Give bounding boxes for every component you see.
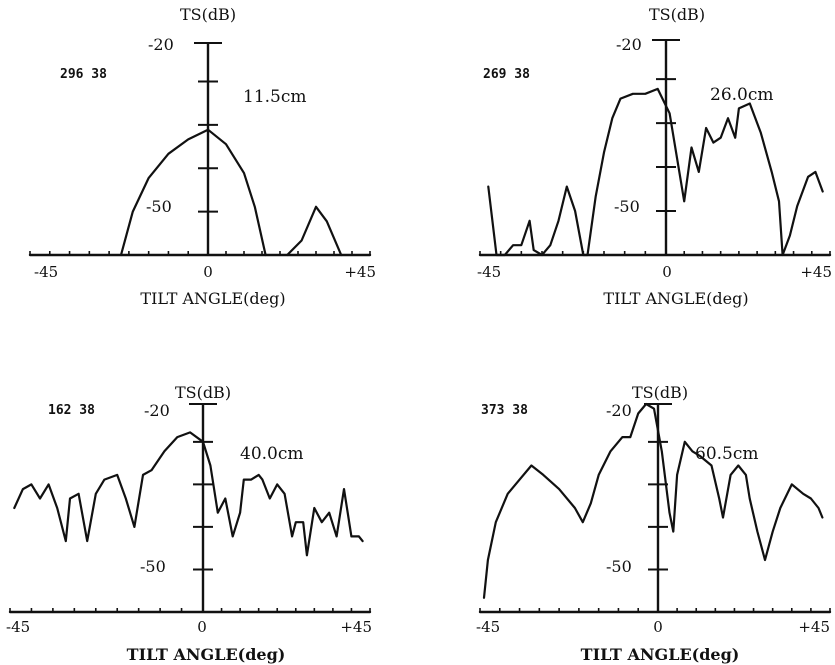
x-tick-label-center: 0 xyxy=(203,263,213,281)
ts-curve-line xyxy=(482,402,824,599)
size-label: 11.5cm xyxy=(243,87,307,107)
y-axis-label: TS(dB) xyxy=(649,5,705,24)
code-label: 373 38 xyxy=(481,403,528,418)
code-label: 296 38 xyxy=(60,67,107,82)
y-tick-label-top: -20 xyxy=(606,401,632,420)
x-tick-label-left: -45 xyxy=(477,263,501,281)
y-axis-label: TS(dB) xyxy=(632,383,688,402)
y-tick-label-mid: -50 xyxy=(140,557,166,576)
ts-curve-line xyxy=(487,87,824,257)
y-axis-label: TS(dB) xyxy=(175,383,231,402)
panel-top-right: 269 38 TS(dB) -20 -50 26.0cm -45 0 +45 T… xyxy=(477,5,832,308)
x-tick-label-left: -45 xyxy=(476,618,500,636)
size-label: 40.0cm xyxy=(240,444,304,464)
size-label: 60.5cm xyxy=(695,444,759,464)
x-tick-label-right: +45 xyxy=(798,618,830,636)
size-label: 26.0cm xyxy=(710,85,774,105)
x-tick-label-center: 0 xyxy=(197,618,207,636)
x-tick-label-left: -45 xyxy=(6,618,30,636)
y-tick-label-top: -20 xyxy=(148,35,174,54)
ts-curve-line xyxy=(119,128,267,257)
code-label: 269 38 xyxy=(483,67,530,82)
x-tick-label-right: +45 xyxy=(800,263,832,281)
x-tick-label-center: 0 xyxy=(653,618,663,636)
y-tick-label-mid: -50 xyxy=(146,197,172,216)
x-axis-label: TILT ANGLE(deg) xyxy=(603,289,748,308)
x-axis-label: TILT ANGLE(deg) xyxy=(127,645,286,664)
ts-curve-line xyxy=(13,431,364,557)
y-tick-label-mid: -50 xyxy=(606,557,632,576)
x-tick-label-center: 0 xyxy=(662,263,672,281)
y-tick-label-top: -20 xyxy=(144,401,170,420)
panel-bottom-right: 373 38 TS(dB) -20 -50 60.5cm -45 0 +45 T… xyxy=(476,383,832,664)
x-tick-label-right: +45 xyxy=(344,263,376,281)
x-axis-label: TILT ANGLE(deg) xyxy=(581,645,740,664)
y-tick-label-top: -20 xyxy=(616,35,642,54)
code-label: 162 38 xyxy=(48,403,95,418)
y-tick-label-mid: -50 xyxy=(614,197,640,216)
panel-top-left: 296 38 TS(dB) -20 -50 11.5cm -45 0 +45 T… xyxy=(28,5,376,308)
x-tick-label-right: +45 xyxy=(340,618,372,636)
x-axis-label: TILT ANGLE(deg) xyxy=(140,289,285,308)
y-axis-label: TS(dB) xyxy=(180,5,236,24)
panel-bottom-left: 162 38 TS(dB) -20 -50 40.0cm -45 0 +45 T… xyxy=(6,383,372,664)
ts-curve-line xyxy=(286,205,343,257)
x-tick-label-left: -45 xyxy=(34,263,58,281)
